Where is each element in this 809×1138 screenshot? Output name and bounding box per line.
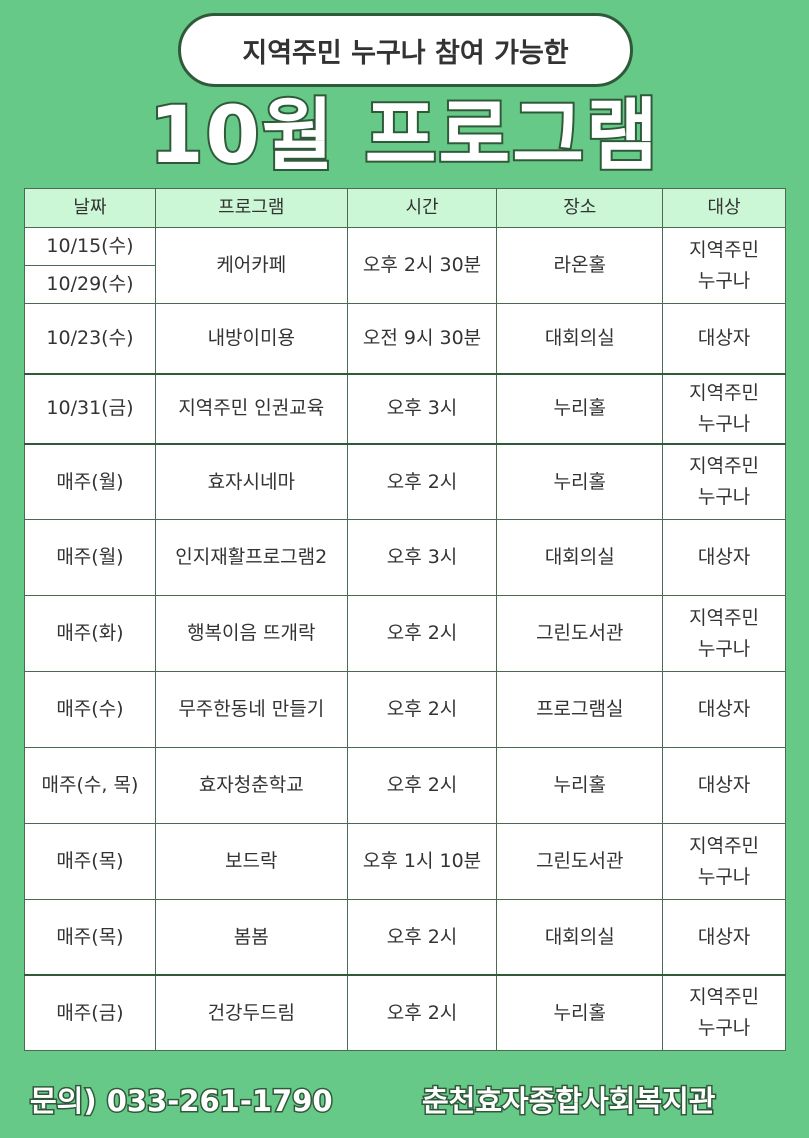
time-cell: 오후 2시: [346, 671, 498, 748]
place-cell: 그린도서관: [496, 823, 664, 900]
program-table: 날짜 프로그램 시간 장소 대상 10/15(수) 케어카페 오후 2시 30분 라온홀 지역주…: [24, 188, 786, 1051]
time-cell: 오후 3시: [346, 519, 498, 596]
target-cell: 대상자: [662, 303, 786, 374]
subtitle-pill: 지역주민 누구나 참여 가능한: [178, 13, 633, 87]
table-row: 매주(화) 행복이음 뜨개락 오후 2시 그린도서관 지역주민 누구나: [24, 595, 786, 672]
date-cell: 10/31(금): [24, 372, 156, 444]
table-row: 매주(목) 보드락 오후 1시 10분 그린도서관 지역주민 누구나: [24, 823, 786, 900]
subtitle: 지역주민 누구나 참여 가능한: [242, 37, 569, 69]
date-cell: 매주(금): [24, 973, 156, 1051]
date-cell: 매주(수, 목): [24, 747, 156, 824]
time-cell: 오후 2시: [346, 973, 498, 1051]
place-cell: 누리홀: [496, 442, 664, 520]
date-cell: 매주(목): [24, 823, 156, 900]
target-cell: 대상자: [662, 671, 786, 748]
program-cell: 효자시네마: [154, 442, 348, 520]
place-cell: 대회의실: [496, 519, 664, 596]
place-cell: 누리홀: [496, 747, 664, 824]
column-header: 대상: [662, 188, 786, 228]
date-cell: 10/29(수): [24, 265, 156, 304]
target-cell-line: 대상자: [697, 546, 751, 569]
place-cell: 누리홀: [496, 372, 664, 444]
table-row: 10/23(수) 내방이미용 오전 9시 30분 대회의실 대상자: [24, 303, 786, 374]
target-cell-line: 지역주민: [689, 455, 760, 478]
target-cell-line: 대상자: [697, 925, 751, 948]
time-cell: 오후 2시: [346, 899, 498, 975]
date-cell: 매주(화): [24, 595, 156, 672]
date-cell: 매주(목): [24, 899, 156, 975]
column-header: 시간: [346, 188, 498, 228]
target-cell-line: 누구나: [697, 412, 751, 435]
target-cell-line: 지역주민: [689, 607, 760, 630]
place-cell: 그린도서관: [496, 595, 664, 672]
place-cell: 누리홀: [496, 973, 664, 1051]
target-cell-line: 누구나: [697, 1016, 751, 1039]
target-cell-line: 지역주민: [689, 382, 760, 405]
column-header: 장소: [496, 188, 664, 228]
program-cell: 지역주민 인권교육: [154, 372, 348, 444]
date-cell: 매주(월): [24, 519, 156, 596]
program-cell: 건강두드림: [154, 973, 348, 1051]
program-cell: 케어카페: [154, 227, 348, 304]
place-cell: 라온홀: [496, 227, 664, 304]
time-cell: 오후 1시 10분: [346, 823, 498, 900]
table-row: 매주(목) 봄봄 오후 2시 대회의실 대상자: [24, 899, 786, 975]
date-cell: 매주(월): [24, 442, 156, 520]
target-cell-line: 지역주민: [689, 986, 760, 1009]
table-row: 매주(금) 건강두드림 오후 2시 누리홀 지역주민 누구나: [24, 973, 786, 1051]
place-cell: 대회의실: [496, 899, 664, 975]
date-cell: 매주(수): [24, 671, 156, 748]
program-cell: 보드락: [154, 823, 348, 900]
time-cell: 오후 2시: [346, 595, 498, 672]
column-header: 날짜: [24, 188, 156, 228]
target-cell-line: 누구나: [697, 865, 751, 888]
time-cell: 오후 3시: [346, 372, 498, 444]
contact-phone: 문의) 033-261-1790: [29, 1083, 335, 1120]
table-row: 매주(수) 무주한동네 만들기 오후 2시 프로그램실 대상자: [24, 671, 786, 748]
table-row: 매주(월) 효자시네마 오후 2시 누리홀 지역주민 누구나: [24, 442, 786, 520]
table-row: 매주(수, 목) 효자청춘학교 오후 2시 누리홀 대상자: [24, 747, 786, 824]
table-row: 매주(월) 인지재활프로그램2 오후 3시 대회의실 대상자: [24, 519, 786, 596]
target-cell-line: 대상자: [697, 327, 751, 350]
time-cell: 오전 9시 30분: [346, 303, 498, 374]
program-cell: 인지재활프로그램2: [154, 519, 348, 596]
target-cell: 대상자: [662, 899, 786, 975]
page-title: 10월 프로그램: [147, 89, 660, 183]
time-cell: 오후 2시: [346, 747, 498, 824]
program-cell: 행복이음 뜨개락: [154, 595, 348, 672]
target-cell-line: 대상자: [697, 698, 751, 721]
target-cell: 대상자: [662, 747, 786, 824]
column-header: 프로그램: [154, 188, 348, 228]
target-cell-line: 대상자: [697, 774, 751, 797]
place-cell: 프로그램실: [496, 671, 664, 748]
date-cell: 10/23(수): [24, 303, 156, 374]
target-cell-line: 지역주민: [689, 239, 760, 262]
target-cell: 대상자: [662, 519, 786, 596]
target-cell-line: 누구나: [697, 269, 751, 292]
table-row: 10/15(수) 케어카페 오후 2시 30분 라온홀 지역주민 누구나: [24, 227, 786, 304]
program-cell: 무주한동네 만들기: [154, 671, 348, 748]
target-cell-line: 지역주민: [689, 835, 760, 858]
place-cell: 대회의실: [496, 303, 664, 374]
program-cell: 효자청춘학교: [154, 747, 348, 824]
program-cell: 봄봄: [154, 899, 348, 975]
target-cell-line: 누구나: [697, 485, 751, 508]
table-row: 10/31(금) 지역주민 인권교육 오후 3시 누리홀 지역주민 누구나: [24, 372, 786, 444]
table-row: 10/29(수): [24, 265, 786, 304]
time-cell: 오후 2시 30분: [346, 227, 498, 304]
target-cell-line: 누구나: [697, 637, 751, 660]
program-cell: 내방이미용: [154, 303, 348, 374]
date-cell: 10/15(수): [24, 227, 156, 266]
time-cell: 오후 2시: [346, 442, 498, 520]
organization-name: 춘천효자종합사회복지관: [420, 1083, 716, 1120]
